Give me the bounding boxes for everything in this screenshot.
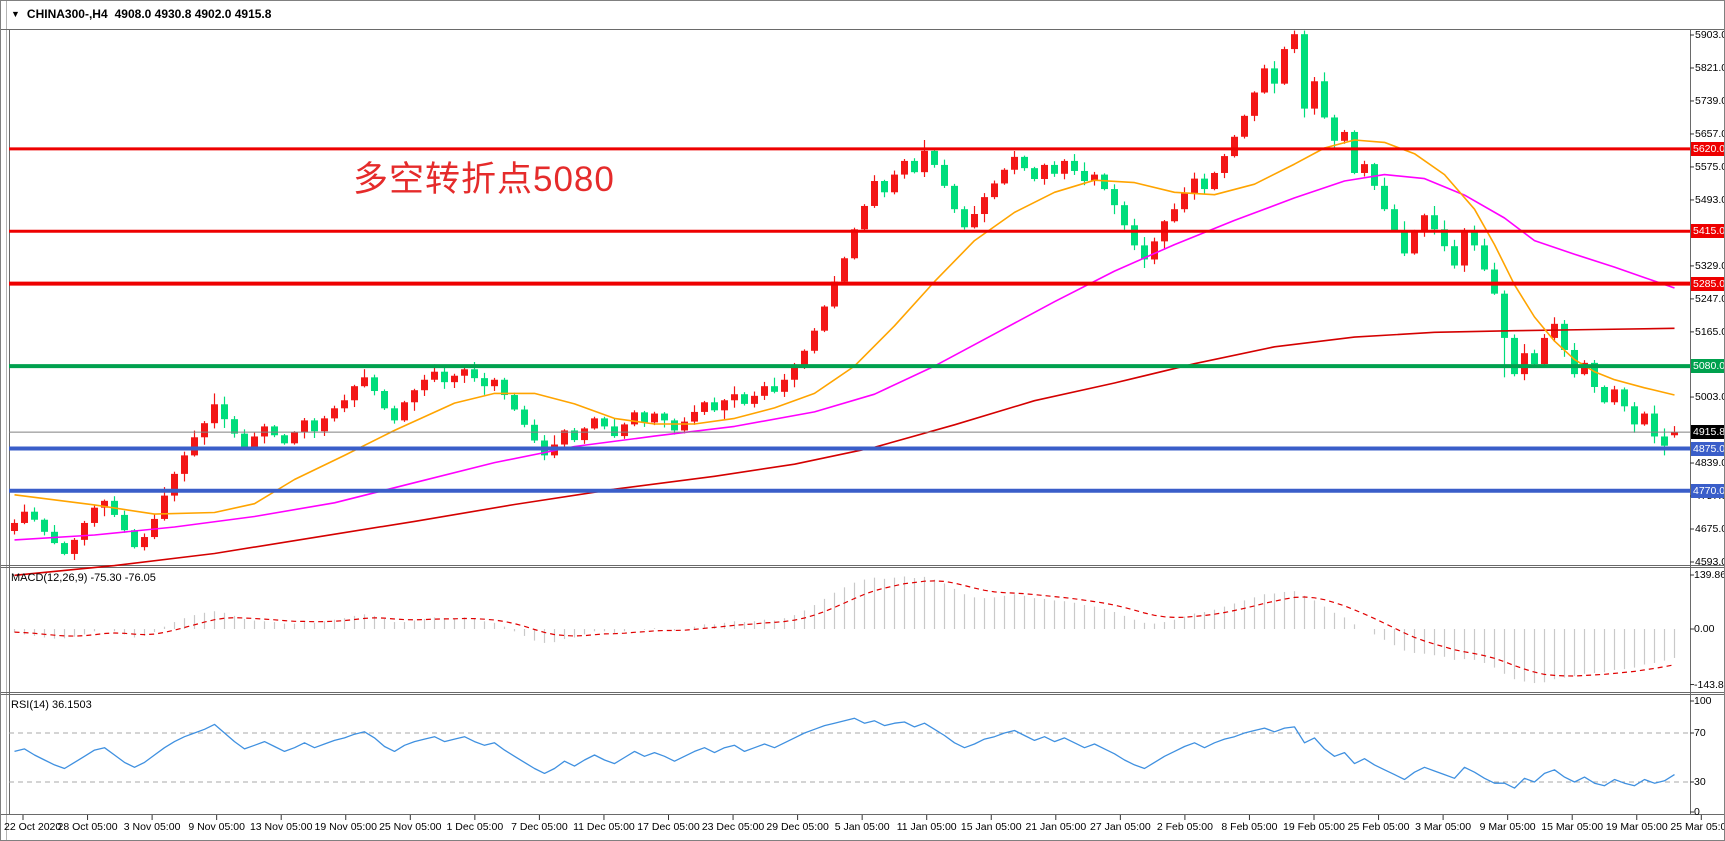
support-resistance-levels[interactable] [9,147,1690,493]
symbol-dropdown-icon[interactable]: ▼ [11,9,20,19]
price-axis-tick: 5493.0 [1695,193,1725,206]
rsi-axis-tick: 0 [1694,806,1700,818]
date-axis-label: 7 Dec 05:00 [511,821,568,833]
date-axis-label: 5 Jan 05:00 [834,821,890,833]
date-axis-label: 21 Jan 05:00 [1025,821,1087,833]
macd-axis-tick: 139.86 [1694,569,1725,581]
macd-indicator-label: MACD(12,26,9) -75.30 -76.05 [11,572,156,584]
rsi-axis-tick: 70 [1694,727,1706,739]
date-axis-label: 25 Nov 05:00 [379,821,442,833]
date-axis-label: 9 Mar 05:00 [1479,821,1536,833]
price-axis-tick: 5657.0 [1695,127,1725,140]
date-axis-label: 11 Dec 05:00 [573,821,635,833]
date-axis-label: 22 Oct 2020 [4,821,62,833]
date-axis-label: 23 Dec 05:00 [701,821,765,833]
price-axis-tick: 4593.0 [1695,555,1725,568]
date-axis-label: 29 Dec 05:00 [766,821,829,833]
price-level-badge: 4770.0 [1691,483,1725,498]
date-axis-label: 11 Jan 05:00 [896,821,957,833]
panel-frames [1,29,1724,815]
date-axis-label: 19 Mar 05:00 [1605,821,1668,833]
ohlc-readout: 4908.0 4930.8 4902.0 4915.8 [114,7,272,21]
date-axis-label: 3 Mar 05:00 [1415,821,1472,833]
moving-averages-layer [14,139,1675,577]
current-price-badge: 4915.8 [1691,425,1725,440]
date-axis-label: 2 Feb 05:00 [1156,821,1213,833]
macd-axis-tick: -143.82 [1694,678,1724,691]
chart-annotation-text: 多空转折点5080 [353,160,615,199]
rsi-layer [9,717,1690,789]
date-axis-label: 1 Dec 05:00 [446,821,504,833]
price-axis-tick: 5575.0 [1695,160,1725,173]
date-axis-label: 27 Jan 05:00 [1089,821,1151,833]
price-level-badge: 5080.0 [1691,359,1725,374]
date-axis-label: 28 Oct 05:00 [57,821,118,833]
axis-ticks [22,34,1702,820]
macd-axis-tick: 0.00 [1694,623,1715,635]
rsi-axis-tick: 30 [1694,776,1706,788]
date-axis-label: 19 Feb 05:00 [1283,821,1345,833]
price-level-badge: 4875.0 [1691,441,1725,456]
date-axis-label: 13 Nov 05:00 [249,821,313,833]
macd-layer [13,576,1676,684]
price-axis-tick: 4839.0 [1695,457,1725,470]
price-level-badge: 5285.0 [1691,276,1725,291]
date-axis-label: 9 Nov 05:00 [188,821,245,833]
price-axis-tick: 5003.0 [1695,391,1725,404]
candles-layer [11,30,1678,560]
date-axis-label: 17 Dec 05:00 [637,821,700,833]
symbol-timeframe[interactable]: CHINA300-,H4 [26,7,108,21]
date-axis-label: 3 Nov 05:00 [123,821,181,833]
price-axis-tick: 5165.0 [1695,325,1725,338]
price-axis-tick: 5821.0 [1695,61,1725,74]
date-axis-label: 15 Mar 05:00 [1541,821,1604,833]
date-axis-label: 8 Feb 05:00 [1221,821,1278,833]
price-axis-tick: 5247.0 [1695,292,1725,305]
date-axis-label: 19 Nov 05:00 [314,821,377,833]
price-axis-tick: 5739.0 [1695,94,1725,107]
price-axis-tick: 5903.0 [1695,28,1725,41]
date-axis-label: 15 Jan 05:00 [960,821,1022,833]
rsi-axis-tick: 100 [1694,695,1712,707]
date-axis-label: 25 Feb 05:00 [1347,821,1410,833]
chart-header: ▼ CHINA300-,H4 4908.0 4930.8 4902.0 4915… [11,7,271,21]
price-level-badge: 5415.0 [1691,224,1725,239]
price-axis-tick: 4675.0 [1695,522,1725,535]
date-axis-label: 25 Mar 05:00 [1670,821,1724,833]
price-axis-tick: 5329.0 [1695,259,1725,272]
price-level-badge: 5620.0 [1691,141,1725,156]
rsi-indicator-label: RSI(14) 36.1503 [11,699,92,711]
